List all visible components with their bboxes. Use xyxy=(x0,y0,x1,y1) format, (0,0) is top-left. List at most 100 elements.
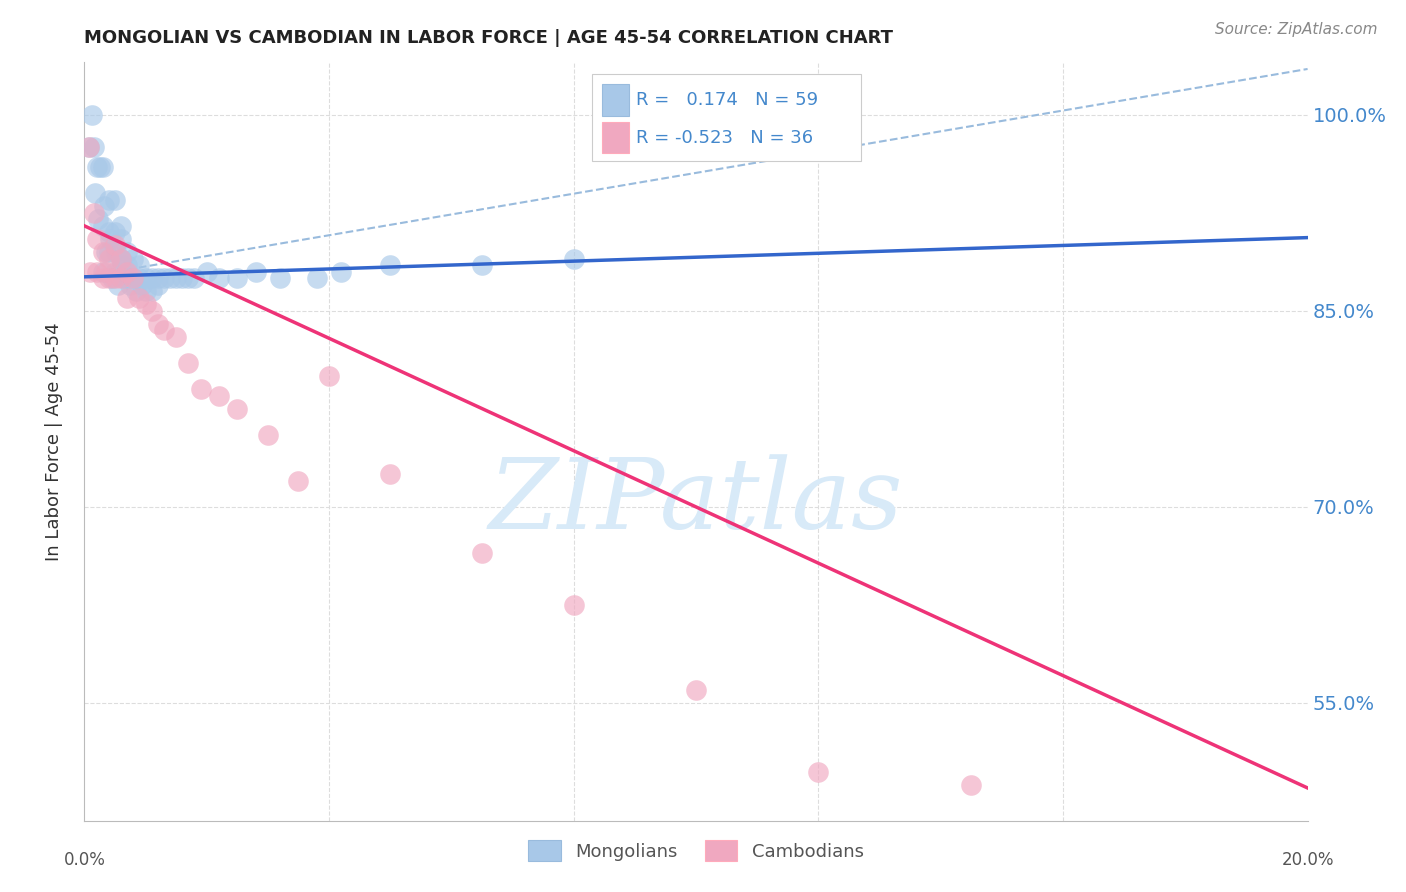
Point xyxy=(141,303,163,318)
Point xyxy=(128,271,150,285)
Point xyxy=(960,778,983,792)
Point xyxy=(257,428,280,442)
Point xyxy=(122,271,145,285)
Point xyxy=(195,264,218,278)
Point xyxy=(97,252,120,266)
Point xyxy=(208,271,231,285)
Point xyxy=(83,140,105,154)
Point xyxy=(111,258,134,272)
Text: R =   0.174   N = 59: R = 0.174 N = 59 xyxy=(636,91,818,109)
FancyBboxPatch shape xyxy=(592,74,860,161)
Point xyxy=(807,765,830,780)
Point xyxy=(86,160,108,174)
Point xyxy=(190,382,212,396)
Point xyxy=(79,264,101,278)
Point xyxy=(83,206,105,220)
Point xyxy=(128,258,150,272)
Point xyxy=(93,199,115,213)
Point xyxy=(110,252,132,266)
Point xyxy=(91,244,114,259)
Point xyxy=(94,264,117,278)
Point xyxy=(107,277,129,292)
Point xyxy=(380,258,402,272)
Point xyxy=(115,291,138,305)
Point xyxy=(84,186,107,201)
Point xyxy=(77,140,100,154)
Point xyxy=(110,271,132,285)
Point xyxy=(146,271,169,285)
Point xyxy=(91,219,114,233)
Point xyxy=(305,271,328,285)
Point xyxy=(471,258,494,272)
Point xyxy=(97,226,120,240)
Point xyxy=(177,356,200,370)
Point xyxy=(94,244,117,259)
Point xyxy=(110,232,132,246)
Point xyxy=(208,389,231,403)
Point xyxy=(159,271,181,285)
Point xyxy=(122,271,145,285)
Point xyxy=(80,108,103,122)
Point xyxy=(153,271,176,285)
Point xyxy=(287,474,309,488)
Point xyxy=(122,252,145,266)
Point xyxy=(98,232,121,246)
Point xyxy=(135,297,157,311)
Point xyxy=(131,277,153,292)
Point xyxy=(146,317,169,331)
Point xyxy=(87,212,110,227)
Bar xyxy=(602,84,628,116)
Point xyxy=(105,244,128,259)
Point xyxy=(77,140,100,154)
Point xyxy=(226,271,249,285)
Point xyxy=(115,258,138,272)
Point xyxy=(135,284,157,298)
Point xyxy=(125,284,148,298)
Text: R = -0.523   N = 36: R = -0.523 N = 36 xyxy=(636,128,813,146)
Point xyxy=(86,264,108,278)
Point xyxy=(110,252,132,266)
Point xyxy=(104,226,127,240)
Point xyxy=(104,264,127,278)
Point xyxy=(146,277,169,292)
Point xyxy=(685,682,707,697)
Text: ZIPatlas: ZIPatlas xyxy=(489,455,903,549)
Point xyxy=(91,271,114,285)
Point xyxy=(245,264,267,278)
Y-axis label: In Labor Force | Age 45-54: In Labor Force | Age 45-54 xyxy=(45,322,63,561)
Point xyxy=(380,467,402,482)
Point xyxy=(117,271,139,285)
Point xyxy=(165,271,187,285)
Point xyxy=(128,291,150,305)
Point xyxy=(562,252,585,266)
Point xyxy=(86,232,108,246)
Point xyxy=(120,277,142,292)
Point xyxy=(97,244,120,259)
Point xyxy=(112,271,135,285)
Point xyxy=(110,219,132,233)
Point xyxy=(104,193,127,207)
Legend: Mongolians, Cambodians: Mongolians, Cambodians xyxy=(522,833,870,869)
Point xyxy=(471,546,494,560)
Text: Source: ZipAtlas.com: Source: ZipAtlas.com xyxy=(1215,22,1378,37)
Point xyxy=(97,193,120,207)
Point xyxy=(269,271,291,285)
Point xyxy=(153,323,176,337)
Point xyxy=(89,160,111,174)
Point xyxy=(172,271,194,285)
Point xyxy=(330,264,353,278)
Point xyxy=(318,369,340,384)
Point xyxy=(104,238,127,252)
Point xyxy=(115,244,138,259)
Text: 0.0%: 0.0% xyxy=(63,851,105,869)
Point xyxy=(165,330,187,344)
Point xyxy=(562,598,585,612)
Point xyxy=(104,271,127,285)
Point xyxy=(226,401,249,416)
Point xyxy=(141,271,163,285)
Point xyxy=(177,271,200,285)
Point xyxy=(97,271,120,285)
Point xyxy=(135,271,157,285)
Bar xyxy=(602,121,628,153)
Point xyxy=(91,264,114,278)
